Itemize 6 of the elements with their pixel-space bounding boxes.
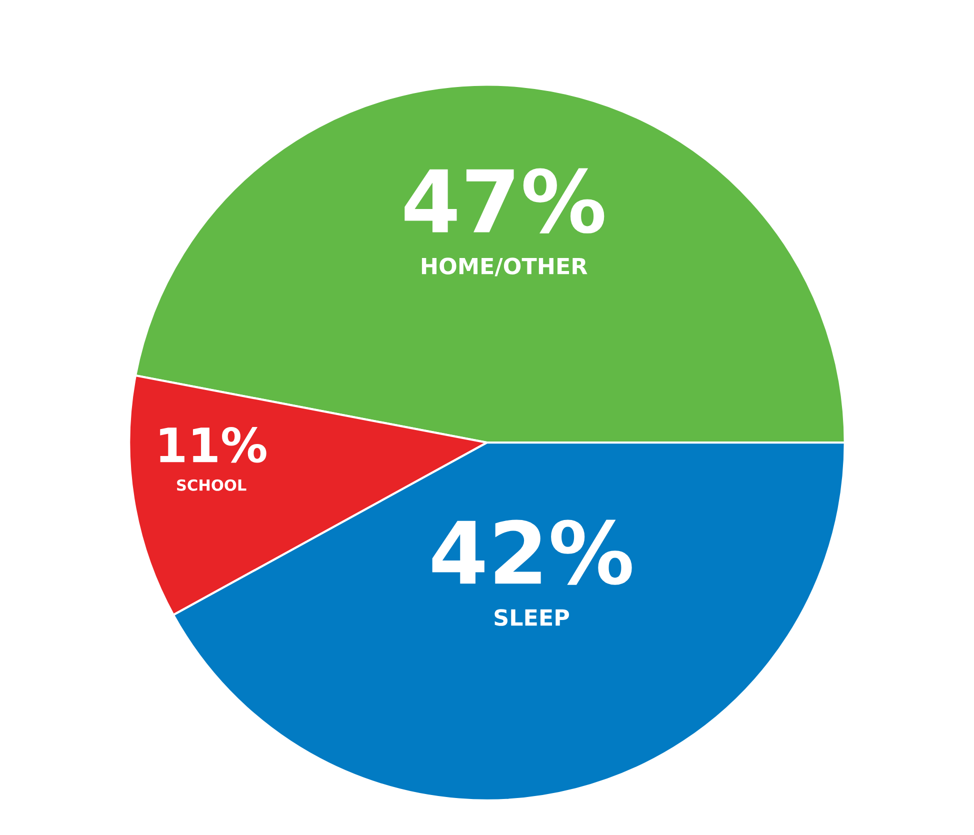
slice-label: SLEEP <box>494 609 569 626</box>
data-label: 42% <box>432 520 632 585</box>
data-label: 47% <box>404 168 604 234</box>
slice-label: HOME/OTHER <box>422 258 588 276</box>
slice-label: SCHOOL <box>177 479 246 491</box>
data-label: 11% <box>160 427 266 463</box>
